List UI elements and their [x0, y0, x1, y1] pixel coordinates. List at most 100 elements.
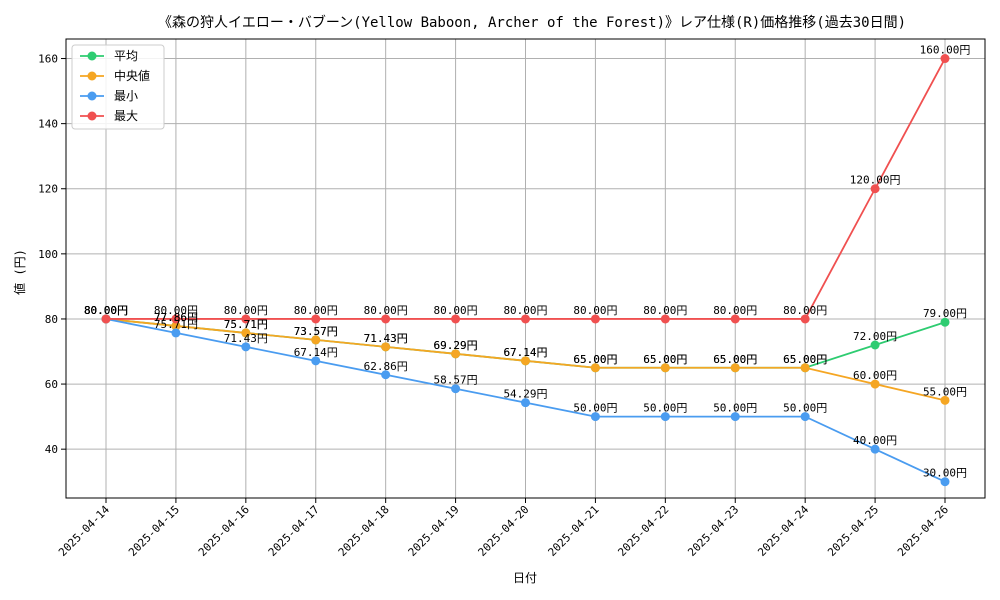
data-label: 72.00円	[853, 330, 897, 343]
x-tick-label: 2025-04-20	[476, 503, 532, 559]
data-label: 80.00円	[434, 304, 478, 317]
data-point	[451, 314, 461, 324]
data-label: 75.71円	[224, 318, 268, 331]
data-label: 80.00円	[84, 304, 128, 317]
data-label: 50.00円	[713, 402, 757, 415]
data-point	[870, 444, 880, 454]
y-tick-label: 40	[45, 443, 58, 456]
legend-marker	[87, 91, 97, 101]
data-label: 77.86円	[154, 311, 198, 324]
data-label: 65.00円	[713, 353, 757, 366]
data-point	[521, 356, 530, 366]
data-point	[311, 314, 321, 324]
data-point	[800, 363, 810, 373]
data-point	[171, 321, 181, 331]
y-tick-label: 120	[38, 183, 58, 196]
x-tick-label: 2025-04-14	[56, 503, 112, 559]
data-point	[940, 477, 950, 487]
data-point	[590, 412, 600, 422]
x-tick-label: 2025-04-26	[895, 503, 951, 559]
data-label: 80.00円	[643, 304, 687, 317]
legend-marker	[87, 51, 97, 61]
y-tick-label: 140	[38, 118, 58, 131]
data-label: 71.43円	[364, 332, 408, 345]
data-label: 80.00円	[84, 304, 128, 317]
x-tick-label: 2025-04-25	[825, 503, 881, 559]
data-point	[241, 342, 251, 352]
data-point	[870, 340, 880, 350]
data-point	[870, 184, 880, 194]
legend-marker	[87, 111, 97, 121]
legend-box	[71, 44, 165, 130]
x-tick-label: 2025-04-18	[336, 503, 392, 559]
data-label: 65.00円	[713, 353, 757, 366]
data-label: 77.86円	[154, 311, 198, 324]
data-label: 80.00円	[84, 304, 128, 317]
data-point	[660, 314, 670, 324]
data-point	[660, 412, 670, 422]
series-1	[101, 314, 950, 405]
data-label: 55.00円	[923, 385, 967, 398]
data-label: 62.86円	[364, 360, 408, 373]
data-point	[451, 384, 461, 394]
legend-label: 最大	[114, 109, 138, 123]
series-3	[101, 54, 950, 324]
data-label: 80.00円	[224, 304, 268, 317]
data-point	[800, 314, 810, 324]
data-label: 58.57円	[434, 374, 478, 387]
y-tick-label: 80	[45, 313, 58, 326]
data-label: 75.71円	[224, 318, 268, 331]
data-point	[940, 317, 950, 327]
data-label: 65.00円	[783, 353, 827, 366]
x-tick-label: 2025-04-19	[406, 503, 462, 559]
series-layer	[101, 54, 950, 487]
data-label: 80.00円	[364, 304, 408, 317]
data-point	[241, 314, 251, 324]
x-tick-label: 2025-04-22	[615, 503, 671, 559]
data-point	[870, 379, 880, 389]
data-label: 120.00円	[850, 174, 901, 187]
data-point	[311, 356, 321, 366]
data-label: 40.00円	[853, 434, 897, 447]
data-label: 65.00円	[783, 353, 827, 366]
x-tick-label: 2025-04-21	[546, 503, 602, 559]
x-tick-label: 2025-04-16	[196, 503, 252, 559]
legend-item: 最大	[80, 109, 138, 123]
data-label: 67.14円	[503, 346, 547, 359]
x-tick-label: 2025-04-23	[685, 503, 741, 559]
data-label: 65.00円	[643, 353, 687, 366]
data-point	[381, 342, 391, 352]
data-label: 71.43円	[224, 332, 268, 345]
legend-marker	[87, 71, 97, 81]
legend-item: 最小	[80, 89, 138, 103]
data-label: 65.00円	[573, 353, 617, 366]
data-label: 160.00円	[920, 44, 971, 57]
x-axis-label: 日付	[513, 571, 537, 585]
y-axis-label: 値 (円)	[12, 249, 27, 295]
legend-item: 平均	[80, 49, 138, 63]
data-label: 54.29円	[503, 388, 547, 401]
data-label: 60.00円	[853, 369, 897, 382]
data-point	[590, 363, 600, 373]
legend-label: 中央値	[114, 68, 150, 83]
data-label: 80.00円	[503, 304, 547, 317]
data-label: 80.00円	[154, 304, 198, 317]
data-label: 65.00円	[643, 353, 687, 366]
data-label: 67.14円	[503, 346, 547, 359]
data-label: 80.00円	[713, 304, 757, 317]
data-label: 67.14円	[294, 346, 338, 359]
data-point	[800, 412, 810, 422]
data-label: 50.00円	[573, 402, 617, 415]
data-point	[381, 314, 391, 324]
data-label: 69.29円	[434, 339, 478, 352]
data-point	[171, 314, 181, 324]
data-point	[101, 314, 111, 324]
data-point	[311, 335, 321, 345]
x-tick-label: 2025-04-15	[126, 503, 182, 559]
data-label: 71.43円	[364, 332, 408, 345]
chart-title: 《森の狩人イエロー・バブーン(Yellow Baboon, Archer of …	[158, 14, 906, 31]
data-label: 73.57円	[294, 325, 338, 338]
data-labels: 80.00円77.86円75.71円73.57円71.43円69.29円67.1…	[84, 44, 970, 480]
